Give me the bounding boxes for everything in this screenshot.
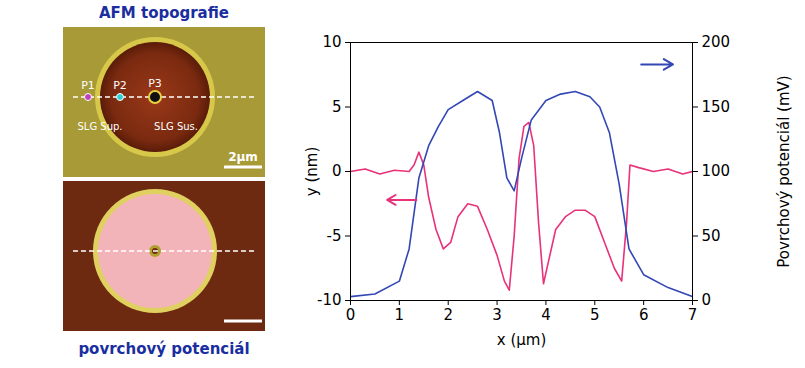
svg-text:3: 3 <box>492 306 502 324</box>
svg-text:x (μm): x (μm) <box>497 331 547 349</box>
svg-text:-10: -10 <box>317 291 342 309</box>
svg-text:0: 0 <box>702 291 712 309</box>
svg-text:y (nm): y (nm) <box>303 147 321 196</box>
svg-text:2μm: 2μm <box>228 150 258 164</box>
svg-text:AFM topografie: AFM topografie <box>99 4 229 22</box>
svg-text:P2: P2 <box>113 79 127 92</box>
svg-text:2: 2 <box>443 306 453 324</box>
svg-text:0: 0 <box>346 306 356 324</box>
svg-text:6: 6 <box>639 306 649 324</box>
svg-text:10: 10 <box>322 33 341 51</box>
svg-text:povrchový potenciál: povrchový potenciál <box>78 340 249 358</box>
svg-text:150: 150 <box>702 98 731 116</box>
svg-text:Povrchový potenciál (mV): Povrchový potenciál (mV) <box>775 75 793 267</box>
svg-text:5: 5 <box>332 98 342 116</box>
svg-text:P1: P1 <box>81 79 95 92</box>
svg-text:50: 50 <box>702 227 721 245</box>
svg-text:-5: -5 <box>327 227 342 245</box>
svg-text:5: 5 <box>590 306 600 324</box>
svg-text:7: 7 <box>688 306 698 324</box>
svg-text:100: 100 <box>702 162 731 180</box>
svg-text:1: 1 <box>395 306 405 324</box>
svg-text:0: 0 <box>332 162 342 180</box>
svg-text:P3: P3 <box>148 77 162 90</box>
svg-text:200: 200 <box>702 33 731 51</box>
svg-text:4: 4 <box>541 306 551 324</box>
svg-text:SLG Sup.: SLG Sup. <box>77 121 122 132</box>
svg-text:SLG Sus.: SLG Sus. <box>154 121 198 132</box>
